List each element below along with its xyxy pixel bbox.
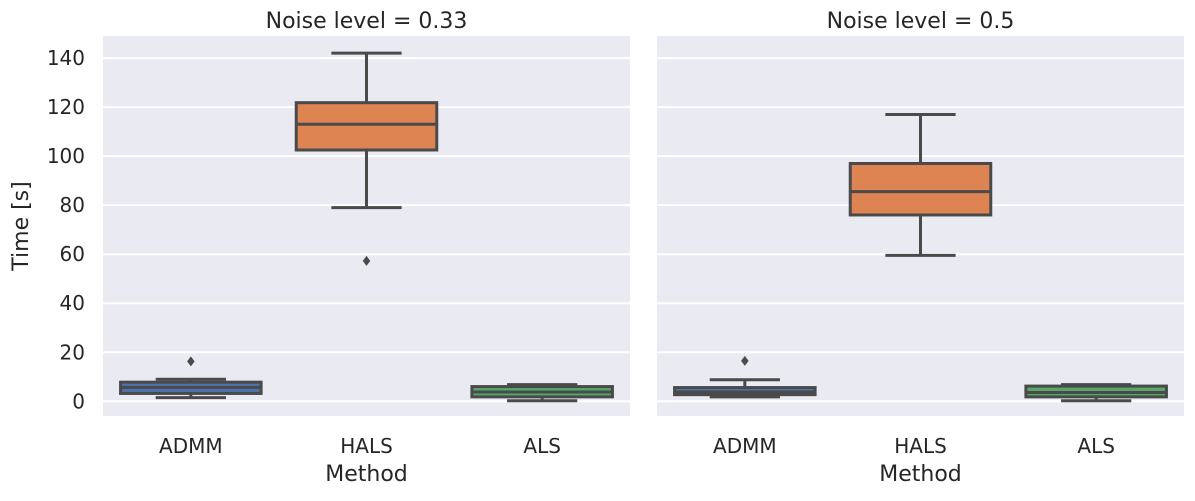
box-iqr	[294, 101, 439, 152]
y-tick-label: 40	[60, 291, 85, 315]
x-tick-label: ALS	[523, 434, 561, 458]
box-als	[470, 383, 614, 403]
y-axis-label: Time [s]	[9, 181, 34, 271]
panel-title: Noise level = 0.33	[266, 9, 468, 34]
box-admm	[673, 355, 817, 399]
outlier-point	[362, 255, 371, 266]
y-tick-label: 100	[47, 144, 85, 168]
y-tick-label: 80	[60, 193, 85, 217]
x-axis-label: Method	[325, 462, 408, 487]
panel-noise-0-33: 0 20 40 60 80 100 120 140 ADMM HALS ALS Noise level…	[9, 9, 630, 487]
box-hals	[848, 112, 993, 257]
y-tick-label: 0	[72, 389, 85, 413]
outlier-point	[187, 356, 195, 367]
x-tick-label: ADMM	[713, 434, 777, 458]
y-tick-label: 20	[60, 340, 85, 364]
y-tick-label: 120	[47, 95, 85, 119]
y-tick-label: 140	[47, 46, 85, 70]
box-admm	[119, 356, 263, 400]
y-tick-label: 60	[60, 242, 85, 266]
x-axis-label: Method	[879, 462, 962, 487]
box-hals	[294, 51, 439, 266]
x-tick-label: HALS	[340, 434, 393, 458]
x-tick-label: HALS	[894, 434, 947, 458]
box-als	[1024, 383, 1168, 403]
x-tick-label: ALS	[1077, 434, 1115, 458]
x-tick-label: ADMM	[159, 434, 223, 458]
panel-title: Noise level = 0.5	[827, 9, 1015, 34]
box-iqr	[848, 161, 993, 217]
outlier-point	[741, 355, 749, 366]
panel-noise-0-5: ADMM HALS ALS Noise level = 0.5 Method	[657, 9, 1184, 487]
